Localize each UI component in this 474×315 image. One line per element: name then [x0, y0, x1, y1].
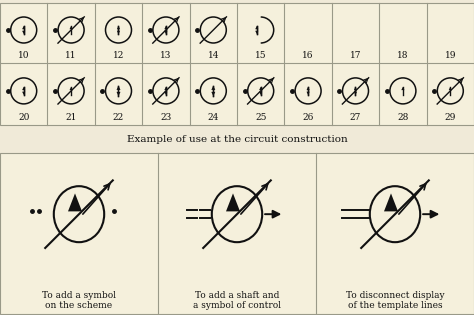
- Polygon shape: [211, 86, 215, 90]
- Text: 15: 15: [255, 51, 266, 60]
- Text: 26: 26: [302, 113, 314, 122]
- Polygon shape: [211, 92, 215, 96]
- Text: 18: 18: [397, 51, 409, 60]
- Text: 25: 25: [255, 113, 266, 122]
- Bar: [0, 3, 474, 125]
- Text: 11: 11: [65, 51, 77, 60]
- Polygon shape: [255, 26, 258, 29]
- Polygon shape: [255, 31, 258, 34]
- Polygon shape: [226, 193, 240, 211]
- Text: 17: 17: [350, 51, 361, 60]
- Text: Example of use at the circuit construction: Example of use at the circuit constructi…: [127, 135, 347, 144]
- Text: 22: 22: [113, 113, 124, 122]
- Polygon shape: [164, 31, 167, 34]
- Polygon shape: [70, 26, 73, 29]
- Polygon shape: [22, 26, 25, 29]
- Text: 14: 14: [208, 51, 219, 60]
- Text: 13: 13: [160, 51, 172, 60]
- Text: 27: 27: [350, 113, 361, 122]
- Polygon shape: [307, 92, 310, 95]
- Polygon shape: [307, 87, 310, 90]
- Text: 28: 28: [397, 113, 409, 122]
- Polygon shape: [384, 193, 398, 211]
- Text: 19: 19: [445, 51, 456, 60]
- Polygon shape: [117, 26, 120, 29]
- Polygon shape: [259, 87, 262, 90]
- Text: 12: 12: [113, 51, 124, 60]
- Text: 24: 24: [208, 113, 219, 122]
- Polygon shape: [354, 92, 357, 95]
- Polygon shape: [22, 31, 25, 34]
- Text: 23: 23: [160, 113, 172, 122]
- Text: To disconnect display
of the template lines: To disconnect display of the template li…: [346, 291, 444, 310]
- Bar: [0, 153, 474, 314]
- Polygon shape: [164, 92, 167, 95]
- Text: 21: 21: [65, 113, 77, 122]
- Text: To add a symbol
on the scheme: To add a symbol on the scheme: [42, 291, 116, 310]
- Polygon shape: [449, 87, 452, 90]
- Polygon shape: [70, 87, 73, 90]
- Polygon shape: [22, 87, 25, 90]
- Text: 16: 16: [302, 51, 314, 60]
- Polygon shape: [68, 193, 82, 211]
- Text: 29: 29: [445, 113, 456, 122]
- Polygon shape: [401, 87, 404, 90]
- Polygon shape: [164, 26, 167, 29]
- Polygon shape: [164, 87, 167, 90]
- Text: 20: 20: [18, 113, 29, 122]
- Polygon shape: [117, 31, 120, 34]
- Polygon shape: [117, 86, 120, 90]
- Text: 10: 10: [18, 51, 29, 60]
- Polygon shape: [259, 92, 262, 95]
- Text: To add a shaft and
a symbol of control: To add a shaft and a symbol of control: [193, 291, 281, 310]
- Polygon shape: [117, 92, 120, 96]
- Polygon shape: [354, 87, 357, 90]
- Polygon shape: [22, 92, 25, 95]
